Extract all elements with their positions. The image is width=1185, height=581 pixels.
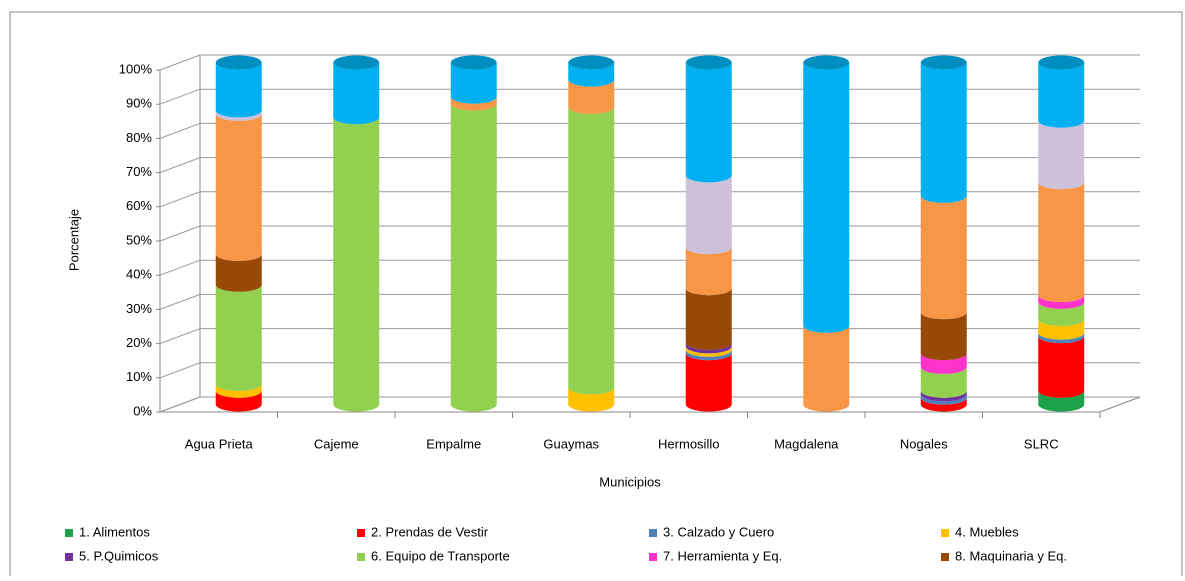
legend-label: 2. Prendas de Vestir (371, 524, 489, 539)
legend-swatch (941, 553, 949, 561)
y-tick-label: 50% (126, 232, 152, 247)
cylinder-segment (215, 110, 262, 121)
cylinder-segment (450, 62, 497, 104)
x-tick-label: SLRC (1024, 436, 1059, 451)
y-tick-label: 70% (126, 164, 152, 179)
cylinder-segment (333, 62, 380, 125)
cylinder-segment (1038, 182, 1085, 303)
x-tick-label: Nogales (900, 436, 948, 451)
x-tick-label: Empalme (426, 436, 481, 451)
cylinder-segment (685, 349, 732, 361)
cylinder-segment (215, 383, 262, 398)
cylinder-segment (1038, 319, 1085, 340)
cylinder-segment (803, 62, 850, 333)
cylinder-segment (568, 62, 615, 87)
legend-label: 1. Alimentos (79, 524, 150, 539)
cylinder-segment (333, 117, 380, 412)
cylinder-segment (920, 390, 967, 402)
cylinder-segment (1038, 295, 1085, 309)
cylinder-segment (920, 195, 967, 320)
y-axis-title: Porcentaje (66, 209, 81, 271)
legend-swatch (65, 529, 73, 537)
y-tick-label: 20% (126, 335, 152, 350)
cylinder-segment (685, 346, 732, 357)
cylinder-segment (215, 113, 262, 262)
legend-swatch (649, 553, 657, 561)
x-tick-label: Hermosillo (658, 436, 719, 451)
cylinder-top (920, 55, 967, 70)
cylinder-segment (215, 254, 262, 292)
legend-swatch (65, 553, 73, 561)
cylinder-segment (1038, 62, 1085, 128)
y-tick-label: 30% (126, 301, 152, 316)
x-tick-label: Cajeme (314, 436, 359, 451)
cylinder-segment (568, 79, 615, 114)
grid-line (159, 54, 1140, 71)
cylinder-segment (920, 397, 967, 412)
y-tick-label: 90% (126, 96, 152, 111)
legend-label: 7. Herramienta y Eq. (663, 548, 782, 563)
cylinder-top (568, 55, 615, 70)
y-tick-label: 0% (133, 403, 152, 418)
cylinder-segment (1038, 390, 1085, 412)
legend-label: 6. Equipo de Transporte (371, 548, 510, 563)
legend-label: 5. P.Quimicos (79, 548, 159, 563)
cylinder-segment (1038, 336, 1085, 398)
cylinder-segment (215, 284, 262, 391)
cylinder-segment (1038, 120, 1085, 190)
cylinder-segment (920, 62, 967, 203)
cylinder-segment (450, 96, 497, 111)
cylinder-segment (803, 325, 850, 412)
cylinder-top (333, 55, 380, 70)
cylinder-top (450, 55, 497, 70)
cylinder-segment (568, 106, 615, 395)
cylinder-top (215, 55, 262, 70)
cylinder-segment (1038, 332, 1085, 344)
y-tick-label: 40% (126, 267, 152, 282)
cylinder-segment (685, 247, 732, 296)
legend-swatch (357, 529, 365, 537)
cylinder-segment (920, 353, 967, 374)
cylinder-segment (685, 175, 732, 255)
cylinder-segment (685, 342, 732, 354)
cylinder-top (1038, 55, 1085, 70)
y-tick-label: 80% (126, 130, 152, 145)
y-tick-label: 10% (126, 369, 152, 384)
cylinder-segment (215, 62, 262, 118)
cylinder-segment (685, 288, 732, 350)
cylinder-segment (1038, 301, 1085, 326)
cylinder-segment (215, 390, 262, 412)
legend-label: 3. Calzado y Cuero (663, 524, 774, 539)
legend-swatch (941, 529, 949, 537)
x-tick-label: Agua Prieta (185, 436, 254, 451)
x-tick-label: Magdalena (774, 436, 839, 451)
legend-swatch (649, 529, 657, 537)
cylinder-segment (568, 387, 615, 412)
legend-label: 4. Muebles (955, 524, 1019, 539)
cylinder-top (685, 55, 732, 70)
x-tick-label: Guaymas (543, 436, 599, 451)
cylinder-segment (450, 103, 497, 412)
x-axis-title: Municipios (599, 474, 661, 489)
legend-label: 8. Maquinaria y Eq. (955, 548, 1067, 563)
cylinder-segment (920, 366, 967, 398)
cylinder-segment (685, 62, 732, 183)
y-tick-label: 60% (126, 198, 152, 213)
cylinder-segment (920, 394, 967, 405)
legend-swatch (357, 553, 365, 561)
cylinder-segment (920, 312, 967, 361)
cylinder-top (803, 55, 850, 70)
y-tick-label: 100% (119, 61, 153, 76)
cylinder-segment (685, 353, 732, 412)
